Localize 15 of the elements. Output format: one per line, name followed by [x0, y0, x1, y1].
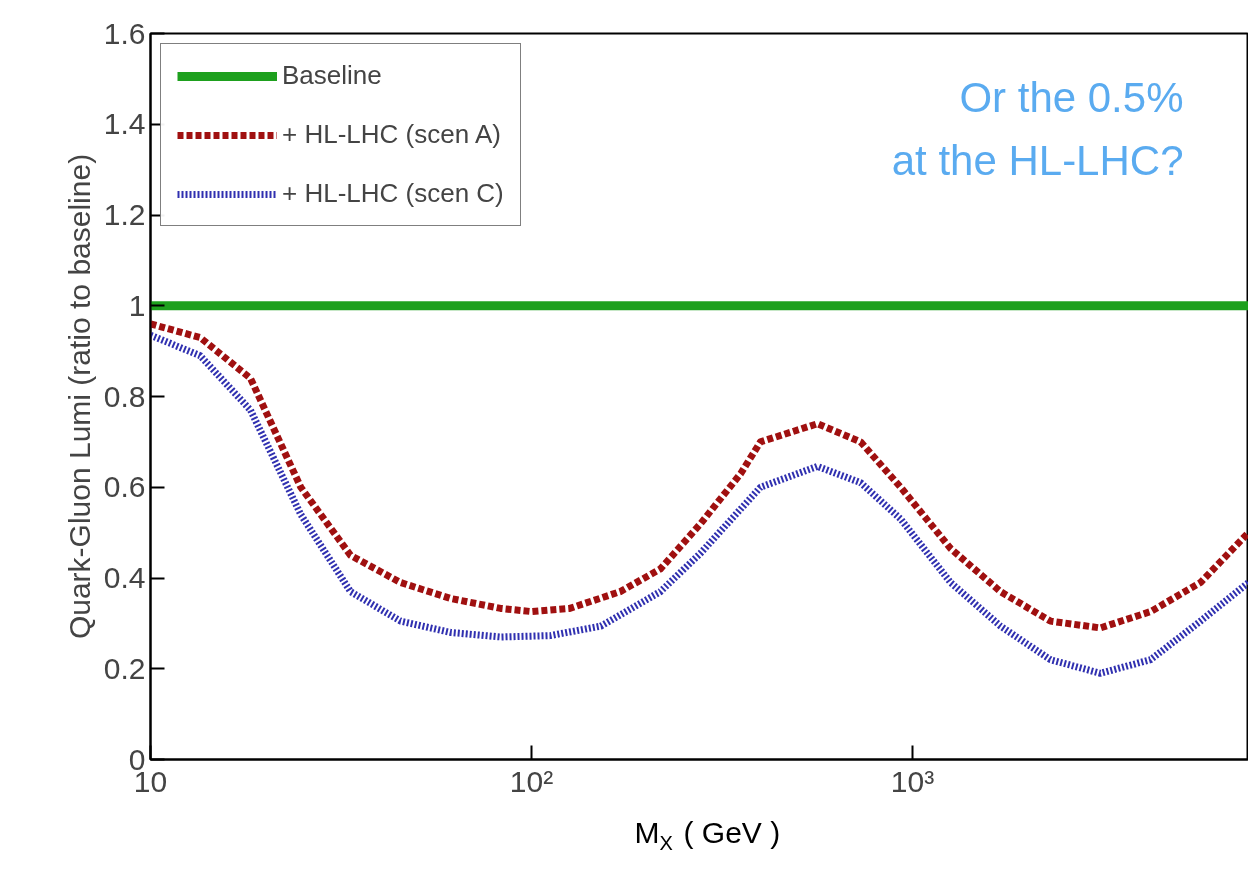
y-tick-label: 1.6: [103, 16, 146, 50]
y-tick-label: 0.6: [103, 470, 146, 504]
annotation: Or the 0.5% at the HL-LHC?: [891, 73, 1184, 184]
y-tick-label: 0.2: [103, 651, 146, 685]
y-tick-label: 1.2: [103, 198, 146, 231]
y-tick-label: 0.8: [103, 379, 146, 413]
legend-label: + HL-LHC (scen C): [282, 178, 504, 209]
y-tick-label: 1: [128, 288, 146, 322]
x-tick-label: 10³: [890, 764, 935, 798]
y-axis-title: Quark-Gluon Lumi (ratio to baseline): [62, 153, 96, 640]
y-tick-label: 1.4: [103, 107, 146, 141]
legend-label: Baseline: [282, 60, 382, 91]
x-tick-label: 10²: [509, 764, 554, 798]
y-tick-label: 0.4: [103, 561, 146, 594]
legend-label: + HL-LHC (scen A): [282, 119, 501, 150]
